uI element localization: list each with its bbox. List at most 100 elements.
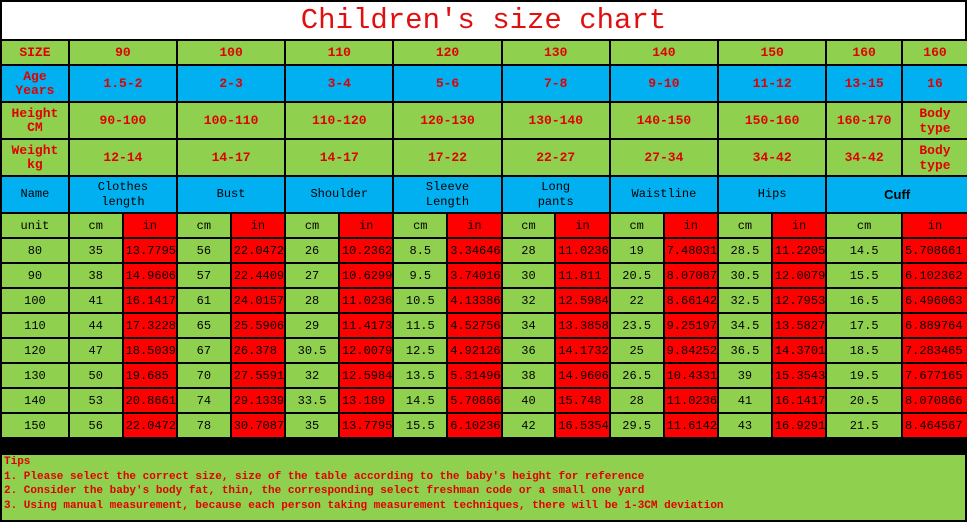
measure-name: Cuff: [827, 177, 967, 212]
row-size: 140: [2, 389, 68, 412]
value-in: 11.6142: [664, 414, 718, 437]
unit-cm: cm: [69, 214, 122, 237]
value-cm: 61: [178, 289, 230, 312]
value-cm: 15.5: [394, 414, 447, 437]
height-row-cell: 120-130: [394, 103, 501, 138]
size-row-cell: 160: [902, 41, 967, 64]
value-cm: 30.5: [719, 264, 771, 287]
value-cm: 67: [178, 339, 230, 362]
age-row-cell: 7-8: [502, 66, 609, 101]
tip-line-2: 2. Consider the baby's body fat, thin, t…: [4, 485, 645, 497]
unit-in: in: [664, 214, 718, 237]
value-cm: 38: [502, 364, 555, 387]
value-cm: 32.5: [719, 289, 771, 312]
table-row: 130 50 19.685 70 27.5591 32 12.5984 13.5 5.31496…: [2, 364, 967, 387]
value-cm: 14.5: [394, 389, 447, 412]
value-in: 10.4331: [664, 364, 718, 387]
unit-in: in: [231, 214, 285, 237]
unit-in: in: [902, 214, 967, 237]
value-in: 15.3543: [772, 364, 826, 387]
value-in: 19.685: [123, 364, 176, 387]
unit-in: in: [123, 214, 176, 237]
value-in: 11.0236: [339, 289, 393, 312]
size-table: SIZE 90 100 110 120 130 140 150 160 160 Age Years 1…: [0, 39, 967, 439]
value-cm: 34.5: [719, 314, 771, 337]
weight-row-cell: 22-27: [502, 140, 609, 175]
measure-name: Hips: [719, 177, 826, 212]
age-row-cell: 9-10: [610, 66, 718, 101]
row-size: 90: [2, 264, 68, 287]
height-row-label: Height CM: [2, 103, 68, 138]
weight-row: Weight kg 12-14 14-17 14-17 17-22 22-27 27-34 3…: [2, 140, 967, 175]
value-in: 16.9291: [772, 414, 826, 437]
value-cm: 18.5: [827, 339, 901, 362]
value-in: 22.4409: [231, 264, 285, 287]
row-size: 120: [2, 339, 68, 362]
value-in: 15.748: [556, 389, 609, 412]
value-in: 6.496063: [902, 289, 967, 312]
table-row: 100 41 16.1417 61 24.0157 28 11.0236 10.5 4.1338…: [2, 289, 967, 312]
value-cm: 29: [286, 314, 338, 337]
name-row-label: Name: [2, 177, 68, 212]
value-cm: 9.5: [394, 264, 447, 287]
value-cm: 30: [502, 264, 555, 287]
value-in: 13.189: [339, 389, 393, 412]
row-size: 110: [2, 314, 68, 337]
size-row-label: SIZE: [2, 41, 68, 64]
weight-row-cell: 14-17: [178, 140, 285, 175]
value-in: 11.4173: [339, 314, 393, 337]
value-cm: 23.5: [610, 314, 663, 337]
value-in: 10.6299: [339, 264, 393, 287]
value-in: 13.7795: [339, 414, 393, 437]
value-in: 8.070866: [902, 389, 967, 412]
value-cm: 38: [69, 264, 122, 287]
unit-row-label: unit: [2, 214, 68, 237]
value-cm: 36: [502, 339, 555, 362]
value-in: 20.8661: [123, 389, 176, 412]
age-row-cell: 3-4: [286, 66, 393, 101]
unit-cm: cm: [827, 214, 901, 237]
value-in: 7.677165: [902, 364, 967, 387]
value-in: 7.48031: [664, 239, 718, 262]
value-in: 14.9606: [556, 364, 609, 387]
value-cm: 47: [69, 339, 122, 362]
value-cm: 16.5: [827, 289, 901, 312]
age-row-label: Age Years: [2, 66, 68, 101]
height-row-cell: 140-150: [610, 103, 718, 138]
value-cm: 21.5: [827, 414, 901, 437]
value-in: 6.102362: [902, 264, 967, 287]
tip-line-3: 3. Using manual measurement, because eac…: [4, 499, 724, 512]
height-row-cell: 90-100: [69, 103, 176, 138]
value-cm: 20.5: [827, 389, 901, 412]
value-cm: 19: [610, 239, 663, 262]
name-row: Name Clothes length Bust Shoulder Sleeve Len…: [2, 177, 967, 212]
value-cm: 35: [69, 239, 122, 262]
weight-row-cell: 17-22: [394, 140, 501, 175]
unit-cm: cm: [394, 214, 447, 237]
weight-row-cell: 34-42: [719, 140, 826, 175]
age-row-cell: 11-12: [719, 66, 826, 101]
value-in: 6.889764: [902, 314, 967, 337]
value-in: 14.9606: [123, 264, 176, 287]
value-in: 9.25197: [664, 314, 718, 337]
value-in: 9.84252: [664, 339, 718, 362]
value-cm: 19.5: [827, 364, 901, 387]
size-row-cell: 110: [286, 41, 393, 64]
value-cm: 35: [286, 414, 338, 437]
value-in: 4.52756: [448, 314, 501, 337]
height-row-cell: 110-120: [286, 103, 393, 138]
measure-name: Clothes length: [69, 177, 176, 212]
value-cm: 28.5: [719, 239, 771, 262]
value-in: 13.3858: [556, 314, 609, 337]
height-row-cell: Body type: [902, 103, 967, 138]
height-row-cell: 160-170: [827, 103, 901, 138]
value-cm: 70: [178, 364, 230, 387]
age-row-cell: 1.5-2: [69, 66, 176, 101]
table-row: 150 56 22.0472 78 30.7087 35 13.7795 15.5 6.1023…: [2, 414, 967, 437]
tip-line-1: 1. Please select the correct size, size …: [4, 470, 645, 483]
row-size: 80: [2, 239, 68, 262]
unit-cm: cm: [719, 214, 771, 237]
value-in: 25.5906: [231, 314, 285, 337]
value-cm: 13.5: [394, 364, 447, 387]
